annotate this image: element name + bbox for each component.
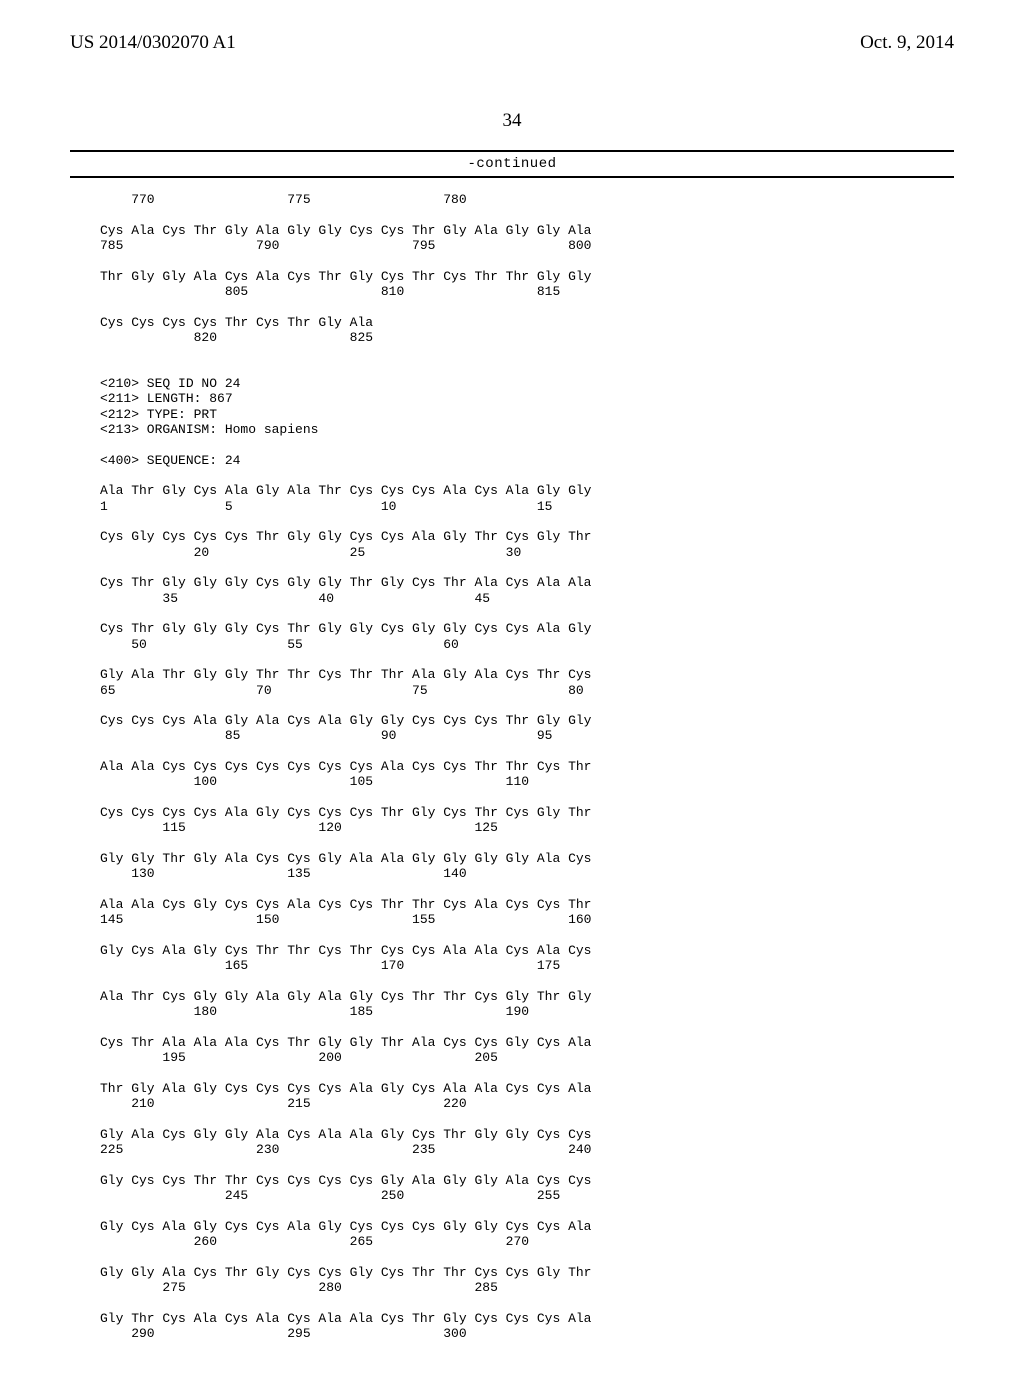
continued-bar: -continued: [70, 150, 954, 178]
sequence-listing: 770 775 780 Cys Ala Cys Thr Gly Ala Gly …: [100, 192, 954, 1342]
page-container: US 2014/0302070 A1 Oct. 9, 2014 34 -cont…: [0, 0, 1024, 1382]
page-number: 34: [70, 110, 954, 132]
header-right: Oct. 9, 2014: [860, 32, 954, 54]
header-left: US 2014/0302070 A1: [70, 32, 236, 54]
continued-label: -continued: [467, 156, 556, 172]
